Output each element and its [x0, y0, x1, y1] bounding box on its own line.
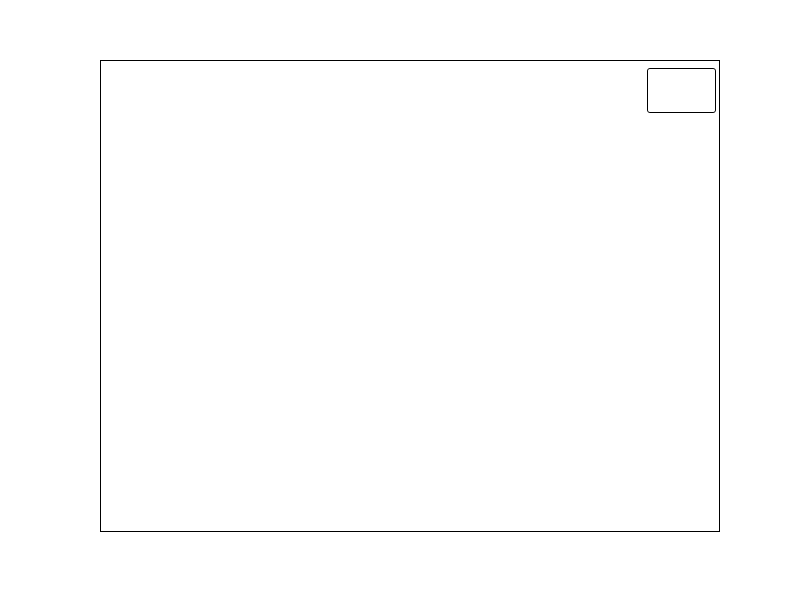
- tp-swatch-icon: [656, 78, 686, 88]
- plot-area: [100, 60, 720, 532]
- legend-entry-tp: [656, 74, 715, 91]
- legend-entry-fp: [656, 91, 715, 108]
- fp-swatch-icon: [656, 95, 686, 105]
- legend: [647, 68, 716, 113]
